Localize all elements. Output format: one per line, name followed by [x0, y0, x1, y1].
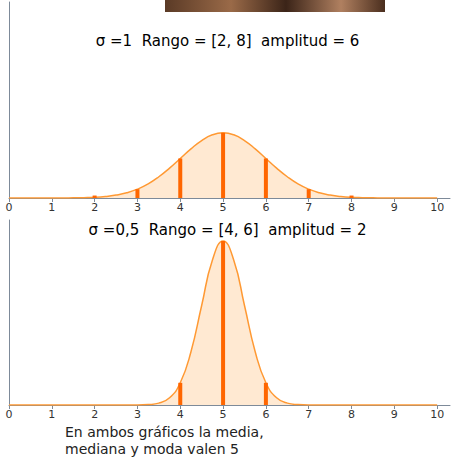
svg-text:7: 7 [305, 408, 312, 420]
svg-text:σ =0,5 Rango = [4, 6] amplit: σ =0,5 Rango = [4, 6] amplitud = 2 [89, 221, 367, 239]
svg-text:9: 9 [391, 408, 398, 420]
svg-text:4: 4 [177, 408, 184, 420]
svg-text:10: 10 [430, 201, 444, 214]
svg-text:5: 5 [220, 408, 227, 420]
svg-text:0: 0 [6, 201, 13, 214]
svg-text:1: 1 [48, 408, 55, 420]
svg-text:8: 8 [348, 201, 355, 214]
html-text:En ambos gráficos la media,: En ambos gráficos la media, [65, 424, 264, 440]
svg-text:9: 9 [391, 201, 398, 214]
svg-text:2: 2 [91, 201, 98, 214]
svg-text:2: 2 [91, 408, 98, 420]
svg-text:8: 8 [348, 408, 355, 420]
svg-text:1: 1 [48, 201, 55, 214]
html-text:mediana y moda valen 5: mediana y moda valen 5 [65, 441, 239, 457]
svg-text:3: 3 [134, 201, 141, 214]
svg-text:4: 4 [177, 201, 184, 214]
svg-text:6: 6 [262, 201, 269, 214]
svg-text:7: 7 [305, 201, 312, 214]
svg-text:σ =1 Rango = [2, 8] amplitud: σ =1 Rango = [2, 8] amplitud = 6 [96, 32, 360, 50]
svg-text:6: 6 [262, 408, 269, 420]
svg-text:0: 0 [6, 408, 13, 420]
svg-text:5: 5 [220, 201, 227, 214]
svg-text:10: 10 [430, 408, 444, 420]
svg-text:3: 3 [134, 408, 141, 420]
